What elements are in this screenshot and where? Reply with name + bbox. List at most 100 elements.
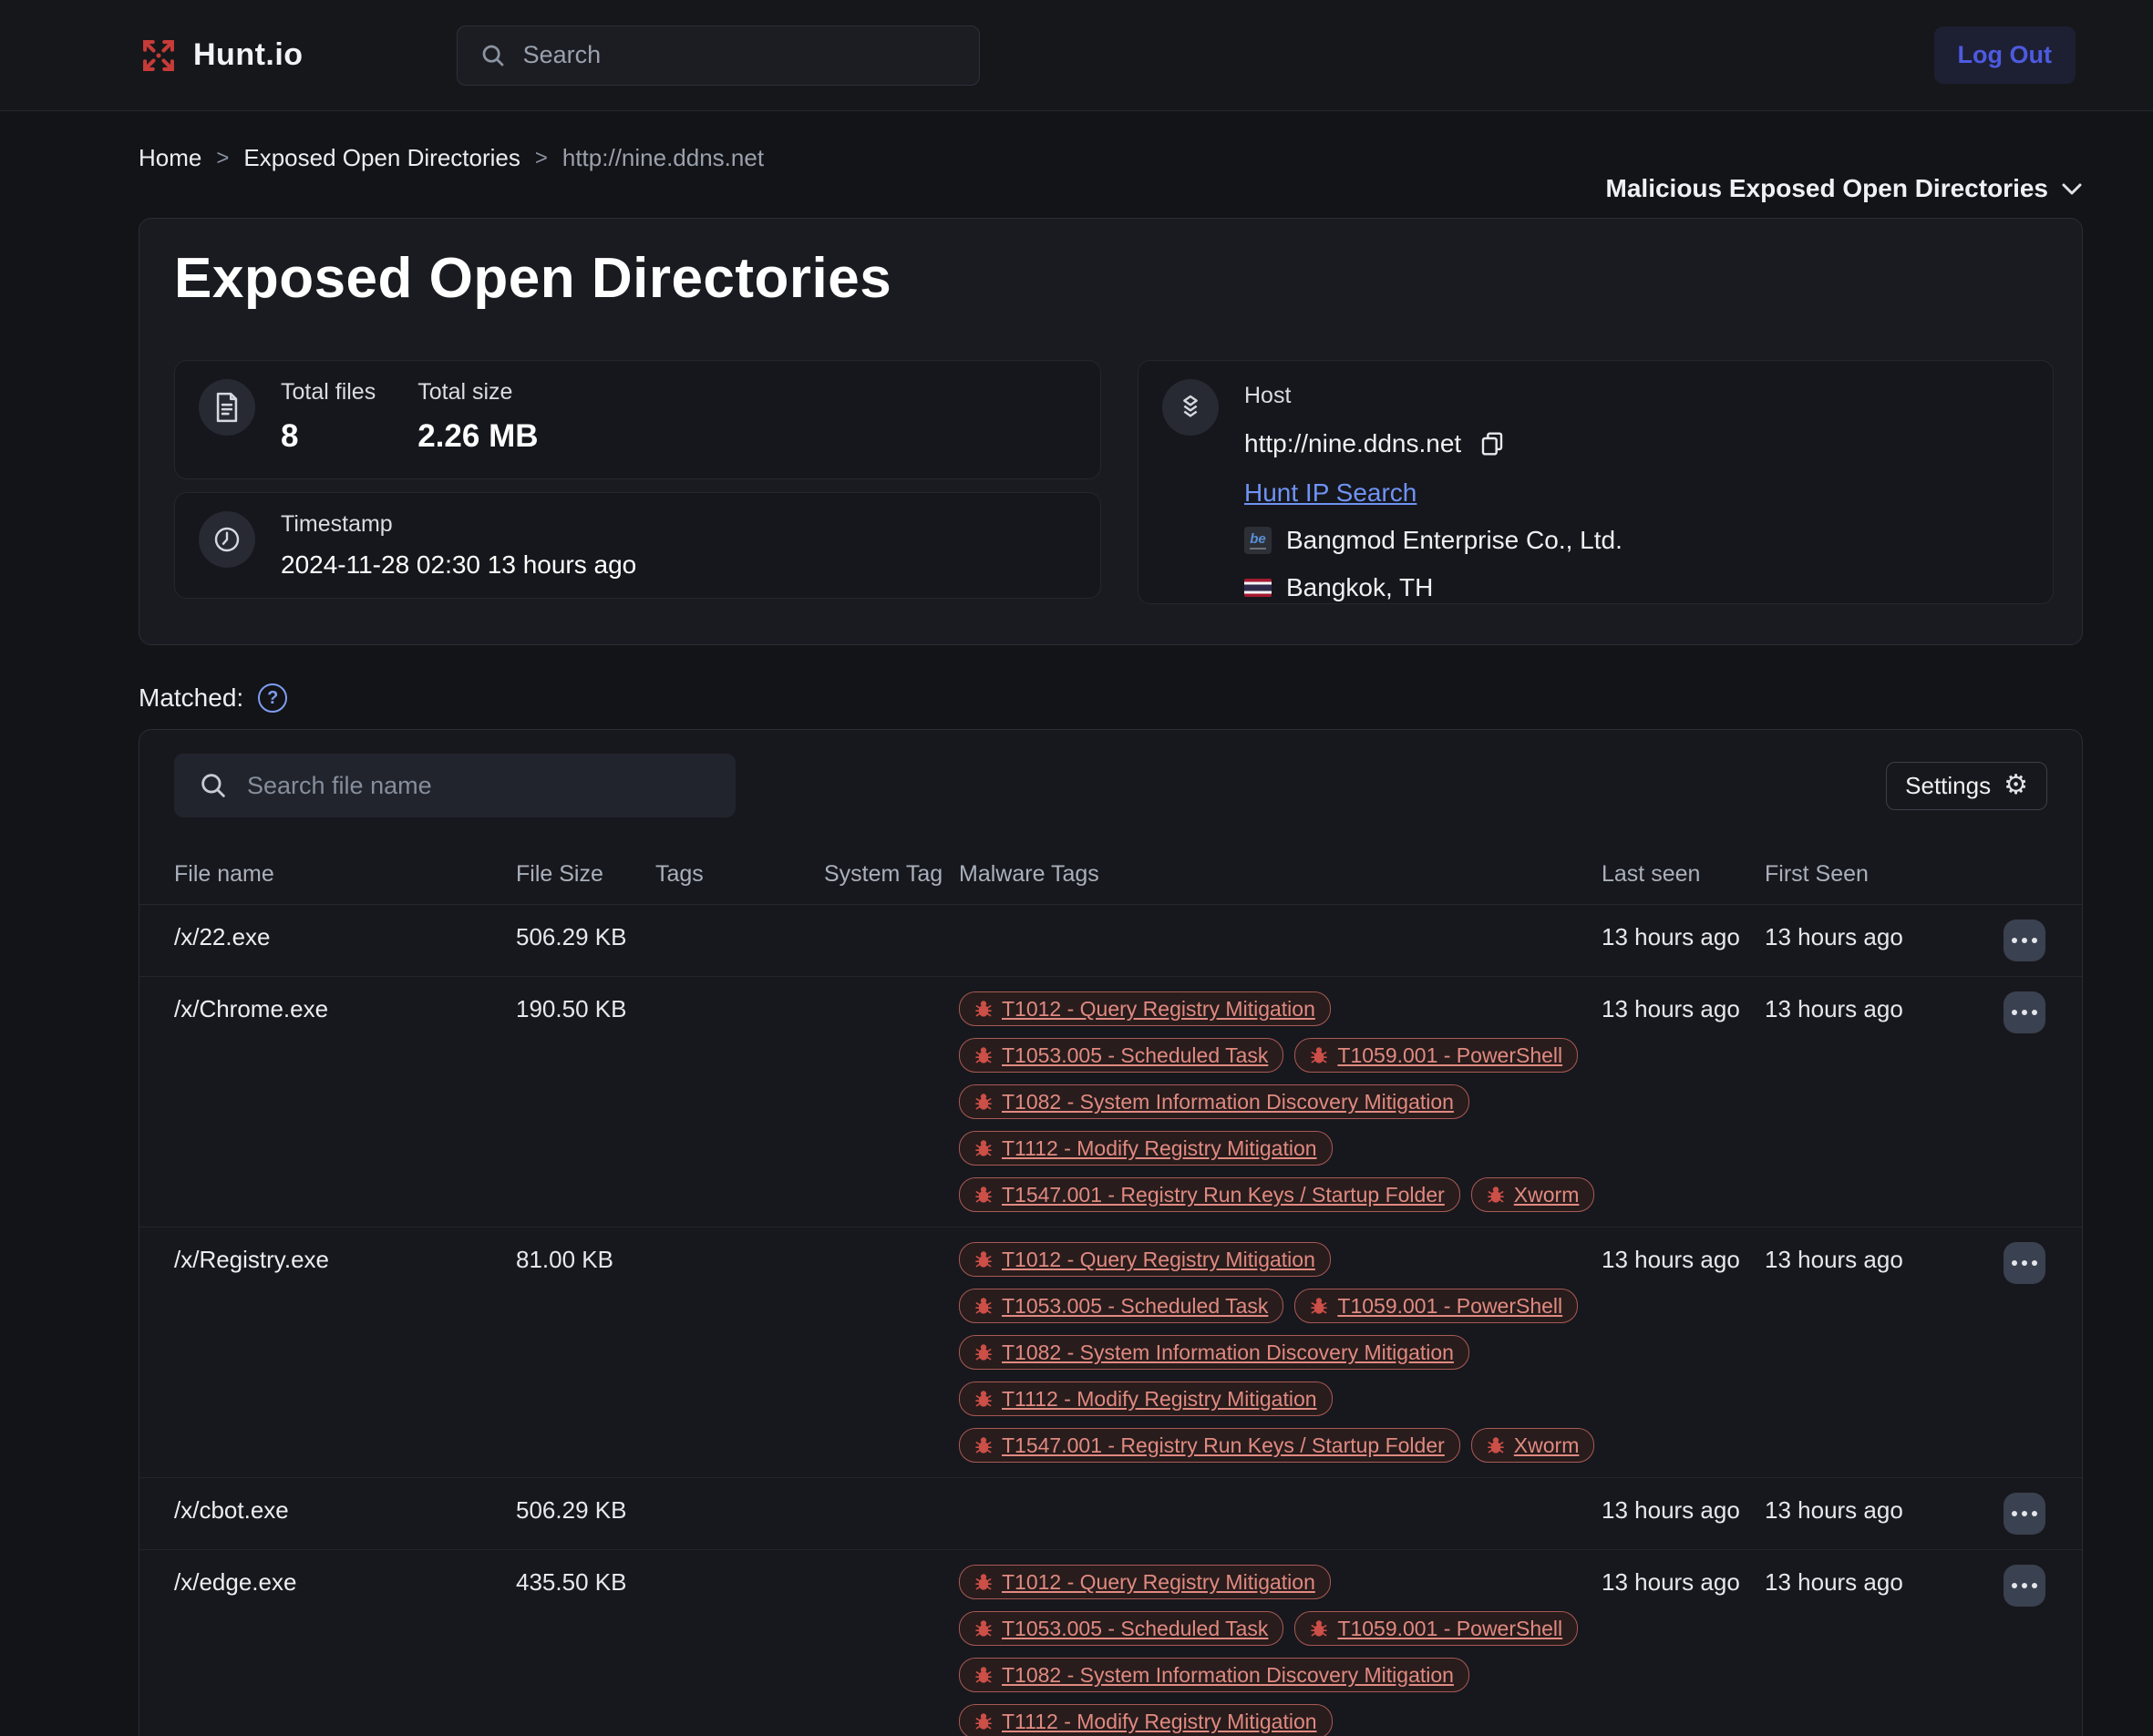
- bug-icon: [975, 1437, 992, 1454]
- malware-tag-label: T1012 - Query Registry Mitigation: [1002, 1570, 1315, 1594]
- table-header-row: File name File Size Tags System Tag Malw…: [139, 861, 2082, 905]
- malware-tag-pill[interactable]: T1053.005 - Scheduled Task: [959, 1038, 1284, 1073]
- malware-tag-pill[interactable]: T1082 - System Information Discovery Mit…: [959, 1335, 1469, 1370]
- search-icon: [198, 770, 229, 801]
- logout-button[interactable]: Log Out: [1933, 26, 2076, 84]
- bug-icon: [975, 1344, 992, 1361]
- copy-icon[interactable]: [1478, 429, 1507, 458]
- breadcrumb-home[interactable]: Home: [139, 144, 202, 171]
- global-search-input[interactable]: [522, 41, 957, 69]
- file-size-cell: 506.29 KB: [516, 1496, 627, 1524]
- brand[interactable]: Hunt.io: [139, 36, 304, 76]
- breadcrumb-section[interactable]: Exposed Open Directories: [243, 144, 520, 171]
- row-actions-button[interactable]: [2004, 1242, 2045, 1284]
- malware-tag-label: T1112 - Modify Registry Mitigation: [1002, 1710, 1317, 1733]
- view-selector-label: Malicious Exposed Open Directories: [1605, 174, 2048, 202]
- malware-tag-pill[interactable]: T1112 - Modify Registry Mitigation: [959, 1704, 1333, 1736]
- last-seen-cell: 13 hours ago: [1602, 923, 1740, 950]
- bug-icon: [975, 1713, 992, 1730]
- file-search-input[interactable]: [247, 771, 712, 800]
- host-location: Bangkok, TH: [1286, 573, 1434, 601]
- malware-tag-pill[interactable]: T1059.001 - PowerShell: [1294, 1611, 1579, 1646]
- table-row: /x/22.exe 506.29 KB 13 hours ago 13 hour…: [139, 905, 2082, 977]
- total-size-value: 2.26 MB: [417, 418, 539, 454]
- bug-icon: [975, 1094, 992, 1110]
- hunt-ip-search-link[interactable]: Hunt IP Search: [1244, 478, 1417, 507]
- malware-tag-pill[interactable]: T1082 - System Information Discovery Mit…: [959, 1084, 1469, 1119]
- bug-icon: [975, 1667, 992, 1683]
- org-logo: be: [1244, 527, 1272, 554]
- malware-tag-label: T1547.001 - Registry Run Keys / Startup …: [1002, 1433, 1445, 1457]
- file-size-cell: 435.50 KB: [516, 1568, 627, 1596]
- row-actions-button[interactable]: [2004, 1565, 2045, 1607]
- overview-card: Exposed Open Directories Total files: [139, 218, 2083, 645]
- malware-tag-pill[interactable]: Xworm: [1470, 1428, 1595, 1463]
- malware-tag-pill[interactable]: T1547.001 - Registry Run Keys / Startup …: [959, 1428, 1460, 1463]
- file-name-cell: /x/Registry.exe: [174, 1246, 330, 1273]
- view-selector-dropdown[interactable]: Malicious Exposed Open Directories: [1606, 174, 2083, 203]
- malware-tag-label: T1059.001 - PowerShell: [1337, 1294, 1563, 1318]
- malware-tag-pill[interactable]: T1012 - Query Registry Mitigation: [959, 991, 1331, 1026]
- malware-tag-pill[interactable]: T1112 - Modify Registry Mitigation: [959, 1382, 1333, 1416]
- malware-tag-pill[interactable]: Xworm: [1470, 1177, 1595, 1212]
- bug-icon: [975, 1251, 992, 1268]
- bug-icon: [975, 1574, 992, 1590]
- files-table-card: Settings ⚙ File name File Size Tags Syst…: [139, 729, 2083, 1736]
- malware-tag-pill[interactable]: T1053.005 - Scheduled Task: [959, 1611, 1284, 1646]
- malware-tag-pill[interactable]: T1082 - System Information Discovery Mit…: [959, 1658, 1469, 1692]
- last-seen-cell: 13 hours ago: [1602, 1568, 1740, 1596]
- column-tags: Tags: [655, 861, 704, 887]
- malware-tag-pill[interactable]: T1112 - Modify Registry Mitigation: [959, 1131, 1333, 1166]
- malware-tag-label: T1547.001 - Registry Run Keys / Startup …: [1002, 1183, 1445, 1207]
- thailand-flag-icon: [1244, 579, 1272, 597]
- matched-label: Matched:: [139, 683, 244, 712]
- column-first-seen: First Seen: [1765, 861, 1869, 887]
- table-body: /x/22.exe 506.29 KB 13 hours ago 13 hour…: [139, 905, 2082, 1736]
- bug-icon: [975, 1620, 992, 1637]
- column-last-seen: Last seen: [1602, 861, 1701, 887]
- settings-label: Settings: [1905, 771, 1992, 799]
- malware-tag-pill[interactable]: T1547.001 - Registry Run Keys / Startup …: [959, 1177, 1460, 1212]
- help-icon[interactable]: ?: [258, 683, 288, 713]
- row-actions-button[interactable]: [2004, 919, 2045, 961]
- chevron-down-icon: [2061, 182, 2083, 196]
- page-title: Exposed Open Directories: [174, 247, 892, 310]
- bug-icon: [1487, 1186, 1504, 1203]
- malware-tag-pill[interactable]: T1012 - Query Registry Mitigation: [959, 1242, 1331, 1277]
- timestamp-label: Timestamp: [281, 511, 393, 537]
- column-system-tag: System Tag: [824, 861, 943, 887]
- malware-tag-pill[interactable]: T1053.005 - Scheduled Task: [959, 1289, 1284, 1323]
- bug-icon: [975, 1186, 992, 1203]
- clock-icon: [199, 511, 255, 568]
- table-row: /x/Registry.exe 81.00 KB T1012 - Query R…: [139, 1228, 2082, 1478]
- global-search[interactable]: [456, 25, 980, 86]
- first-seen-cell: 13 hours ago: [1765, 995, 1903, 1022]
- bug-icon: [975, 1298, 992, 1314]
- first-seen-cell: 13 hours ago: [1765, 923, 1903, 950]
- malware-tag-pill[interactable]: T1059.001 - PowerShell: [1294, 1038, 1579, 1073]
- file-search[interactable]: [174, 754, 736, 817]
- bug-icon: [975, 1047, 992, 1063]
- totals-card: Total files 8 Total size 2.26 MB: [174, 360, 1101, 479]
- bug-icon: [1311, 1298, 1328, 1314]
- host-url: http://nine.ddns.net: [1244, 429, 1462, 457]
- malware-tag-pill[interactable]: T1012 - Query Registry Mitigation: [959, 1565, 1331, 1599]
- settings-button[interactable]: Settings ⚙: [1886, 761, 2047, 810]
- file-size-cell: 190.50 KB: [516, 995, 627, 1022]
- malware-tag-label: T1112 - Modify Registry Mitigation: [1002, 1136, 1317, 1160]
- breadcrumb-current: http://nine.ddns.net: [561, 144, 765, 171]
- brand-name: Hunt.io: [193, 37, 304, 72]
- bug-icon: [1311, 1620, 1328, 1637]
- file-icon: [199, 379, 255, 436]
- last-seen-cell: 13 hours ago: [1602, 1246, 1740, 1273]
- layers-icon: [1162, 379, 1219, 436]
- row-actions-button[interactable]: [2004, 1493, 2045, 1535]
- malware-tag-label: T1053.005 - Scheduled Task: [1002, 1294, 1269, 1318]
- last-seen-cell: 13 hours ago: [1602, 1496, 1740, 1524]
- malware-tag-label: Xworm: [1513, 1183, 1580, 1207]
- malware-tag-pill[interactable]: T1059.001 - PowerShell: [1294, 1289, 1579, 1323]
- breadcrumb-separator: >: [216, 145, 230, 170]
- row-actions-button[interactable]: [2004, 991, 2045, 1033]
- total-files-label: Total files: [281, 379, 376, 405]
- host-card: Host http://nine.ddns.net Hunt IP Search: [1138, 360, 2054, 604]
